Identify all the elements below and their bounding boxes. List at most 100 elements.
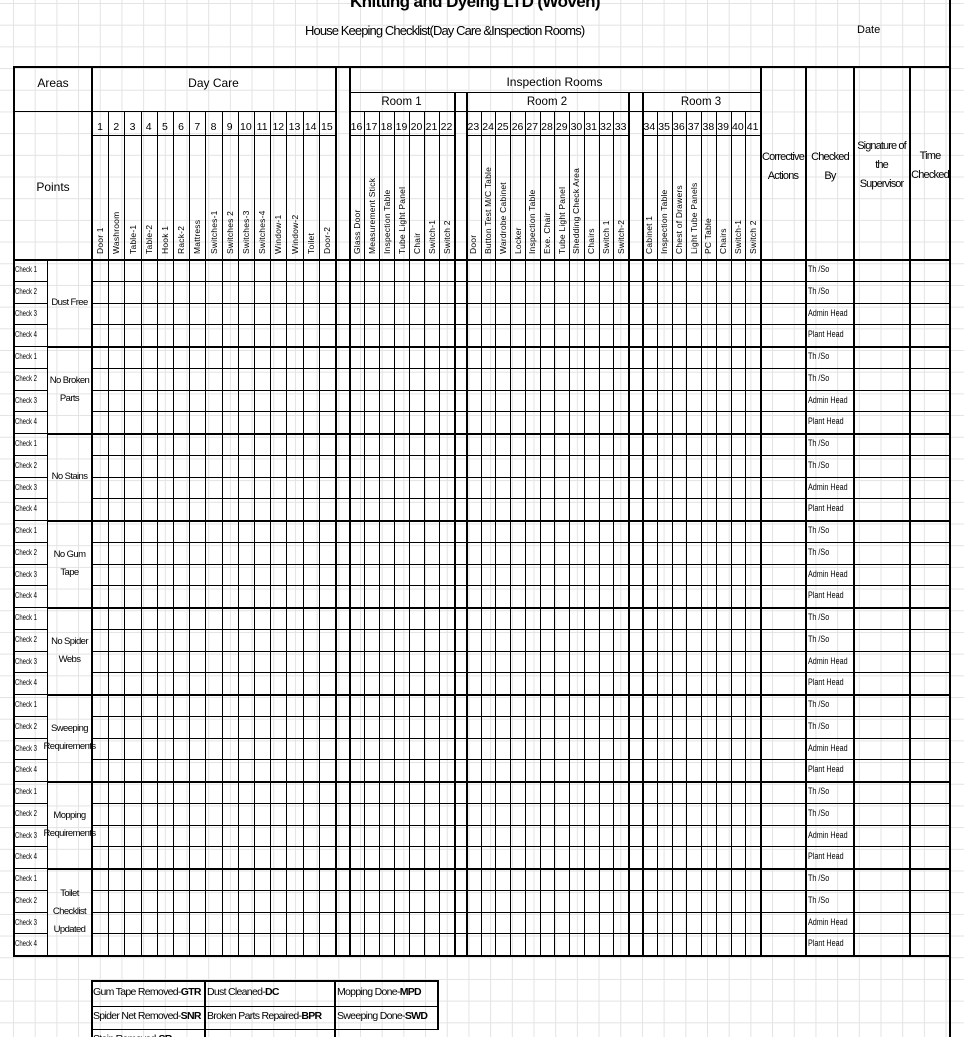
column-number: 30 — [570, 121, 583, 133]
grid-line-vertical — [303, 111, 304, 955]
legend-divider — [334, 980, 336, 1037]
column-item-label: Rack-2 — [176, 225, 187, 254]
check-label: Check 2 — [15, 460, 38, 470]
grid-line-horizontal — [13, 759, 47, 760]
grid-line-horizontal — [47, 868, 949, 870]
check-label: Check 3 — [15, 656, 38, 666]
column-item-label: Inspection Table — [527, 189, 538, 254]
grid-line-horizontal — [91, 455, 949, 456]
grid-line-horizontal — [91, 542, 949, 543]
legend-entry-text: Gum Tape Removed- — [93, 986, 181, 998]
check-label: Check 1 — [15, 613, 38, 622]
column-item-label: Washroom — [111, 211, 122, 254]
legend-divider — [91, 1029, 438, 1030]
grid-line-vertical — [613, 111, 614, 955]
grid-line-horizontal — [13, 825, 47, 826]
column-item-label: Light Tube Panels — [688, 182, 699, 254]
check-label: Check 3 — [15, 482, 38, 492]
column-item-label: Toilet — [305, 232, 316, 254]
column-item-label: Switch-1 — [732, 219, 743, 254]
legend-entry-code: DC — [265, 986, 279, 998]
grid-line-horizontal — [13, 281, 47, 282]
column-item-label: Switches-4 — [257, 210, 268, 254]
check-label: Check 4 — [15, 852, 38, 862]
check-label: Check 2 — [15, 721, 38, 731]
grid-line-vertical — [599, 111, 600, 955]
column-number: 39 — [717, 121, 729, 133]
grid-line-vertical — [909, 66, 911, 955]
column-number: 8 — [210, 121, 217, 133]
grid-line-vertical — [91, 66, 93, 955]
grid-line-vertical — [525, 111, 526, 955]
column-number: 5 — [161, 121, 168, 133]
grid-line-vertical — [222, 111, 223, 955]
column-item-label: Chest of Drawers — [673, 185, 684, 254]
legend-entry-text: Stain Removed- — [93, 1033, 159, 1037]
grid-line-horizontal — [91, 738, 949, 739]
grid-line-horizontal — [91, 281, 949, 282]
legend-entry-code: SWD — [404, 1010, 428, 1022]
grid-line-vertical — [853, 66, 855, 955]
column-item-label: Hook 1 — [159, 225, 170, 254]
grid-line-vertical — [554, 111, 555, 955]
checked-by-value: Th /So — [808, 438, 830, 448]
checked-by-header: Checked By — [811, 151, 850, 182]
legend-entry: Mopping Done-MPD — [337, 986, 422, 998]
grid-line-vertical — [745, 111, 746, 955]
grid-line-vertical — [686, 111, 687, 955]
column-number: 35 — [658, 121, 670, 133]
check-label: Check 1 — [15, 700, 38, 709]
grid-line-horizontal — [91, 135, 335, 136]
checked-by-value: Th /So — [808, 720, 830, 731]
grid-line-vertical — [657, 111, 658, 955]
grid-line-horizontal — [91, 390, 949, 391]
grid-line-vertical — [379, 111, 380, 955]
checked-by-value: Plant Head — [808, 590, 844, 601]
column-number: 23 — [467, 121, 480, 133]
check-label: Check 3 — [15, 830, 38, 840]
grid-line-horizontal — [13, 368, 47, 369]
grid-line-horizontal — [91, 564, 949, 565]
check-label: Check 4 — [15, 678, 38, 688]
column-item-label: Shedding Check Area — [571, 167, 582, 254]
checked-by-value: Admin Head — [808, 916, 848, 927]
grid-line-horizontal — [91, 890, 949, 891]
grid-line-vertical — [569, 111, 570, 955]
column-number: 11 — [256, 121, 268, 133]
legend-entry-code: GTR — [180, 986, 202, 998]
grid-line-horizontal — [13, 585, 47, 586]
room-1-header: Room 1 — [381, 96, 422, 108]
checked-by-value: Admin Head — [808, 481, 848, 492]
grid-line-vertical — [481, 111, 482, 955]
grid-line-horizontal — [91, 672, 949, 673]
legend-entry-text: Mopping Done- — [337, 986, 400, 998]
column-item-label: Inspection Table — [381, 189, 392, 254]
grid-line-horizontal — [13, 933, 47, 934]
column-number: 13 — [288, 121, 301, 133]
grid-line-horizontal — [91, 759, 949, 760]
checked-by-value: Th /So — [808, 264, 830, 274]
column-item-label: Chairs — [586, 228, 597, 254]
checked-by-value: Th /So — [808, 525, 830, 535]
column-item-label: Tube Light Panel — [396, 186, 407, 254]
check-label: Check 3 — [15, 743, 38, 753]
column-number: 6 — [178, 121, 185, 133]
legend-entry-text: Broken Parts Repaired- — [207, 1010, 302, 1022]
check-label: Check 3 — [15, 917, 38, 927]
grid-line-vertical — [205, 111, 206, 955]
grid-line-horizontal — [47, 433, 949, 435]
column-item-label: Switch-1 — [426, 219, 437, 254]
corrective-actions-header: Corrective Actions — [761, 151, 805, 182]
legend-entry: Gum Tape Removed-GTR — [93, 987, 201, 998]
column-item-label: Button Test M/C Table — [483, 166, 494, 254]
checked-by-value: Admin Head — [808, 394, 848, 405]
grid-line-horizontal — [13, 520, 47, 521]
checked-by-value: Th /So — [808, 351, 830, 361]
grid-line-horizontal — [349, 92, 760, 93]
grid-line-vertical — [642, 93, 644, 955]
column-item-label: Chairs — [718, 228, 729, 254]
grid-line-horizontal — [13, 324, 47, 325]
column-item-label: Switches-3 — [240, 210, 251, 254]
checked-by-value: Th /So — [808, 612, 830, 622]
point-label: No Gum Tape — [53, 548, 86, 578]
